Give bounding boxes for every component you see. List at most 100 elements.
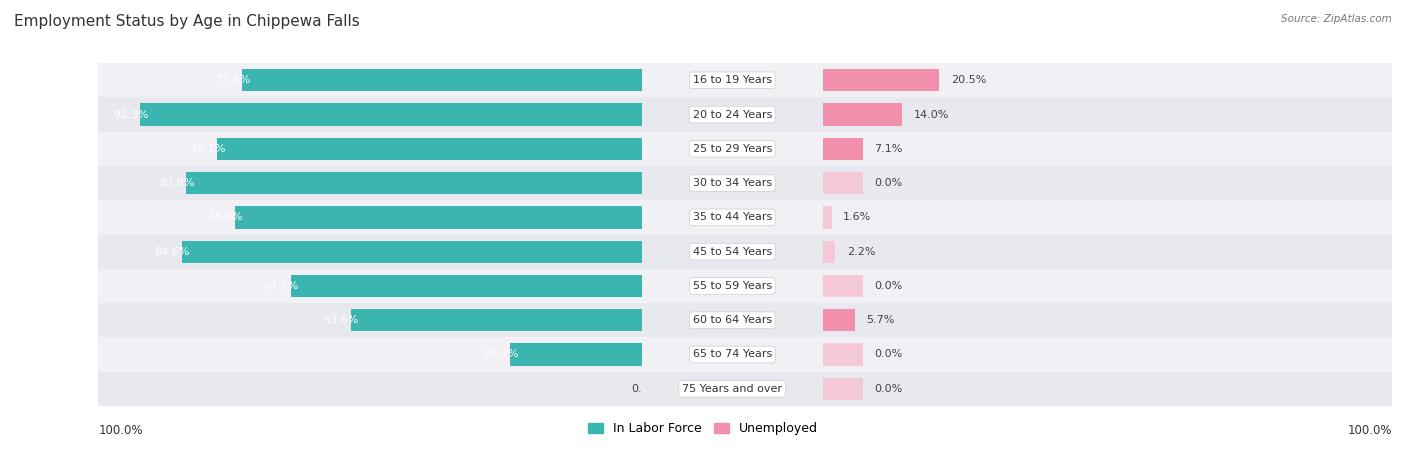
Bar (98, 372, 641, 406)
Text: 0.0%: 0.0% (875, 384, 903, 394)
Bar (641, 166, 823, 200)
Bar (641, 132, 823, 166)
Bar (637, 63, 641, 97)
Bar (641, 235, 873, 269)
Bar (641, 200, 862, 235)
Bar (98, 97, 641, 132)
Text: 0.0%: 0.0% (875, 178, 903, 188)
Text: 7.1%: 7.1% (875, 144, 903, 154)
Bar (98, 235, 641, 269)
Bar (823, 103, 903, 126)
Bar (823, 337, 1392, 372)
Bar (218, 138, 641, 160)
Bar (98, 63, 641, 97)
Text: 30 to 34 Years: 30 to 34 Years (693, 178, 772, 188)
Bar (641, 97, 832, 132)
Bar (641, 303, 823, 337)
Bar (823, 138, 863, 160)
Text: 83.8%: 83.8% (159, 178, 194, 188)
Bar (641, 97, 823, 132)
Text: 0.0%: 0.0% (875, 281, 903, 291)
Text: 100.0%: 100.0% (1347, 424, 1392, 437)
Bar (141, 103, 641, 126)
Bar (823, 377, 863, 400)
Bar (98, 269, 641, 303)
Bar (823, 206, 832, 229)
Text: 60 to 64 Years: 60 to 64 Years (693, 315, 772, 325)
Bar (823, 97, 828, 132)
Text: Source: ZipAtlas.com: Source: ZipAtlas.com (1281, 14, 1392, 23)
Bar (350, 309, 641, 331)
Bar (823, 97, 1392, 132)
Bar (98, 166, 641, 200)
Bar (641, 166, 852, 200)
Text: 84.6%: 84.6% (155, 247, 190, 257)
Text: 53.6%: 53.6% (323, 315, 359, 325)
Text: Employment Status by Age in Chippewa Falls: Employment Status by Age in Chippewa Fal… (14, 14, 360, 28)
Bar (823, 343, 863, 366)
Text: 2.2%: 2.2% (846, 247, 875, 257)
Text: 45 to 54 Years: 45 to 54 Years (693, 247, 772, 257)
Bar (636, 200, 641, 235)
Bar (636, 166, 641, 200)
Bar (823, 63, 828, 97)
Bar (823, 235, 1392, 269)
Bar (641, 63, 823, 97)
Bar (823, 240, 835, 263)
Bar (98, 132, 641, 166)
Bar (641, 337, 823, 372)
Bar (510, 343, 641, 366)
Bar (633, 372, 641, 406)
Bar (641, 235, 823, 269)
Text: 64.6%: 64.6% (263, 281, 299, 291)
Text: 16 to 19 Years: 16 to 19 Years (693, 75, 772, 85)
Bar (823, 372, 831, 406)
Bar (823, 166, 1392, 200)
Bar (636, 132, 641, 166)
Bar (634, 303, 641, 337)
Text: 0.0%: 0.0% (631, 384, 659, 394)
Text: 1.6%: 1.6% (844, 212, 872, 222)
Bar (641, 372, 922, 406)
Text: 100.0%: 100.0% (98, 424, 143, 437)
Bar (823, 166, 830, 200)
Bar (641, 372, 823, 406)
Bar (634, 337, 641, 372)
Bar (823, 63, 1392, 97)
Text: 74.9%: 74.9% (207, 212, 243, 222)
Bar (823, 200, 830, 235)
Bar (641, 269, 823, 303)
Legend: In Labor Force, Unemployed: In Labor Force, Unemployed (583, 417, 823, 440)
Text: 55 to 59 Years: 55 to 59 Years (693, 281, 772, 291)
Bar (823, 337, 831, 372)
Bar (823, 235, 830, 269)
Text: 65 to 74 Years: 65 to 74 Years (693, 350, 772, 359)
Bar (823, 132, 1392, 166)
Bar (98, 337, 641, 372)
Bar (98, 200, 641, 235)
Bar (641, 132, 841, 166)
Bar (634, 269, 641, 303)
Bar (823, 132, 830, 166)
Bar (823, 303, 831, 337)
Text: 75 Years and over: 75 Years and over (682, 384, 782, 394)
Text: 92.3%: 92.3% (112, 110, 149, 120)
Bar (823, 200, 1392, 235)
Bar (823, 303, 1392, 337)
Text: 25 to 29 Years: 25 to 29 Years (693, 144, 772, 154)
Bar (823, 372, 1392, 406)
Bar (98, 303, 641, 337)
Bar (641, 303, 897, 337)
Bar (235, 206, 641, 229)
Bar (823, 275, 863, 297)
Text: 14.0%: 14.0% (914, 110, 949, 120)
Bar (641, 337, 910, 372)
Text: 35 to 44 Years: 35 to 44 Years (693, 212, 772, 222)
Bar (823, 269, 1392, 303)
Bar (641, 63, 823, 97)
Bar (291, 275, 641, 297)
Bar (187, 172, 641, 194)
Text: 0.0%: 0.0% (875, 350, 903, 359)
Bar (641, 269, 884, 303)
Bar (823, 269, 831, 303)
